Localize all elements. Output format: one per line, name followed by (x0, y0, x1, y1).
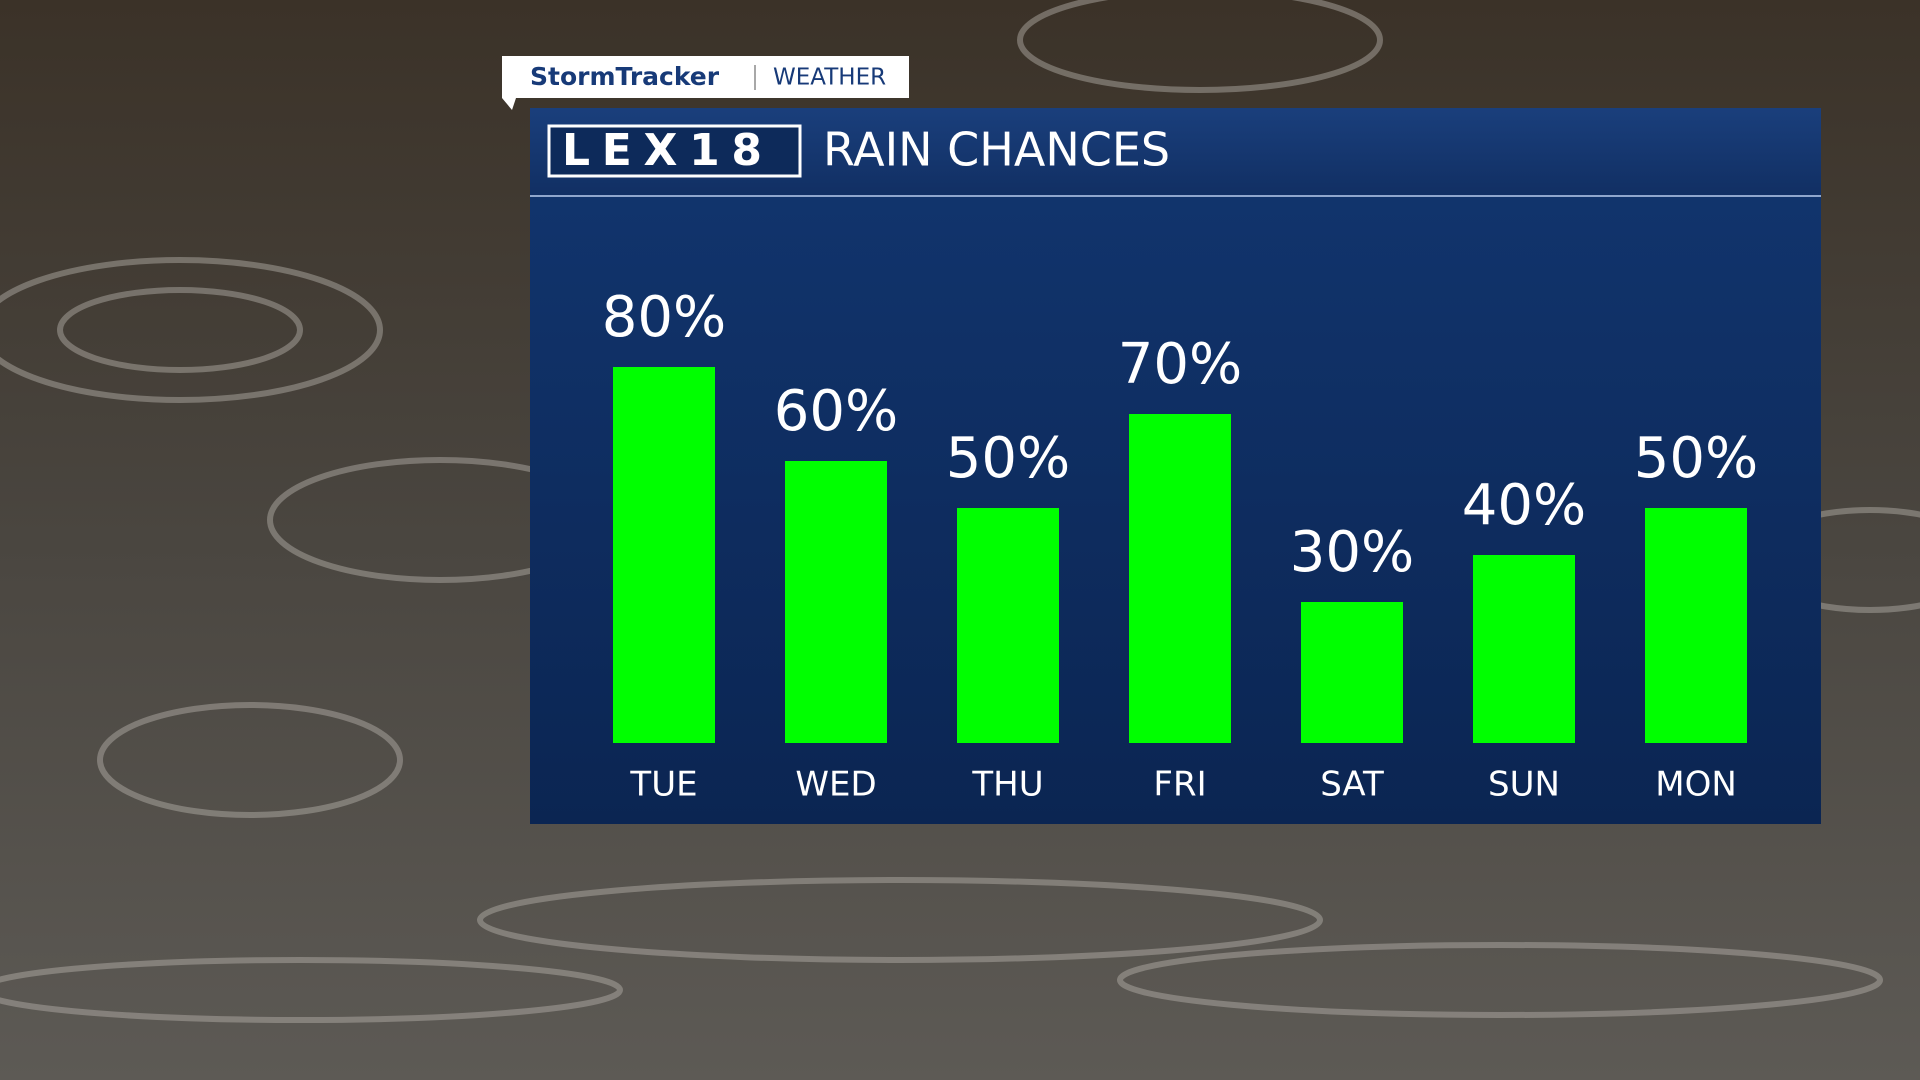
logo-box (547, 124, 802, 178)
x-tick-label: SUN (1488, 765, 1560, 805)
bar (1473, 555, 1575, 743)
value-label: 30% (1290, 520, 1414, 585)
bar (957, 508, 1059, 743)
x-tick-label: SAT (1320, 765, 1384, 805)
value-label: 60% (774, 379, 898, 444)
bar (613, 367, 715, 743)
bar (785, 461, 887, 743)
brand-tab (502, 56, 909, 110)
x-tick-label: WED (795, 765, 876, 805)
brand-name: StormTracker (530, 62, 720, 91)
x-tick-label: TUE (629, 765, 697, 805)
section-name: WEATHER (773, 65, 886, 91)
bar (1129, 414, 1231, 743)
value-label: 80% (602, 285, 726, 350)
x-tick-label: MON (1655, 765, 1737, 805)
value-label: 70% (1118, 332, 1242, 397)
x-tick-label: FRI (1153, 765, 1206, 805)
value-label: 50% (946, 426, 1070, 491)
bar (1301, 602, 1403, 743)
chart-title: RAIN CHANCES (823, 123, 1170, 177)
x-tick-label: THU (971, 765, 1043, 805)
bar (1645, 508, 1747, 743)
value-label: 50% (1634, 426, 1758, 491)
value-label: 40% (1462, 473, 1586, 538)
rain-ripples (0, 0, 1920, 1023)
